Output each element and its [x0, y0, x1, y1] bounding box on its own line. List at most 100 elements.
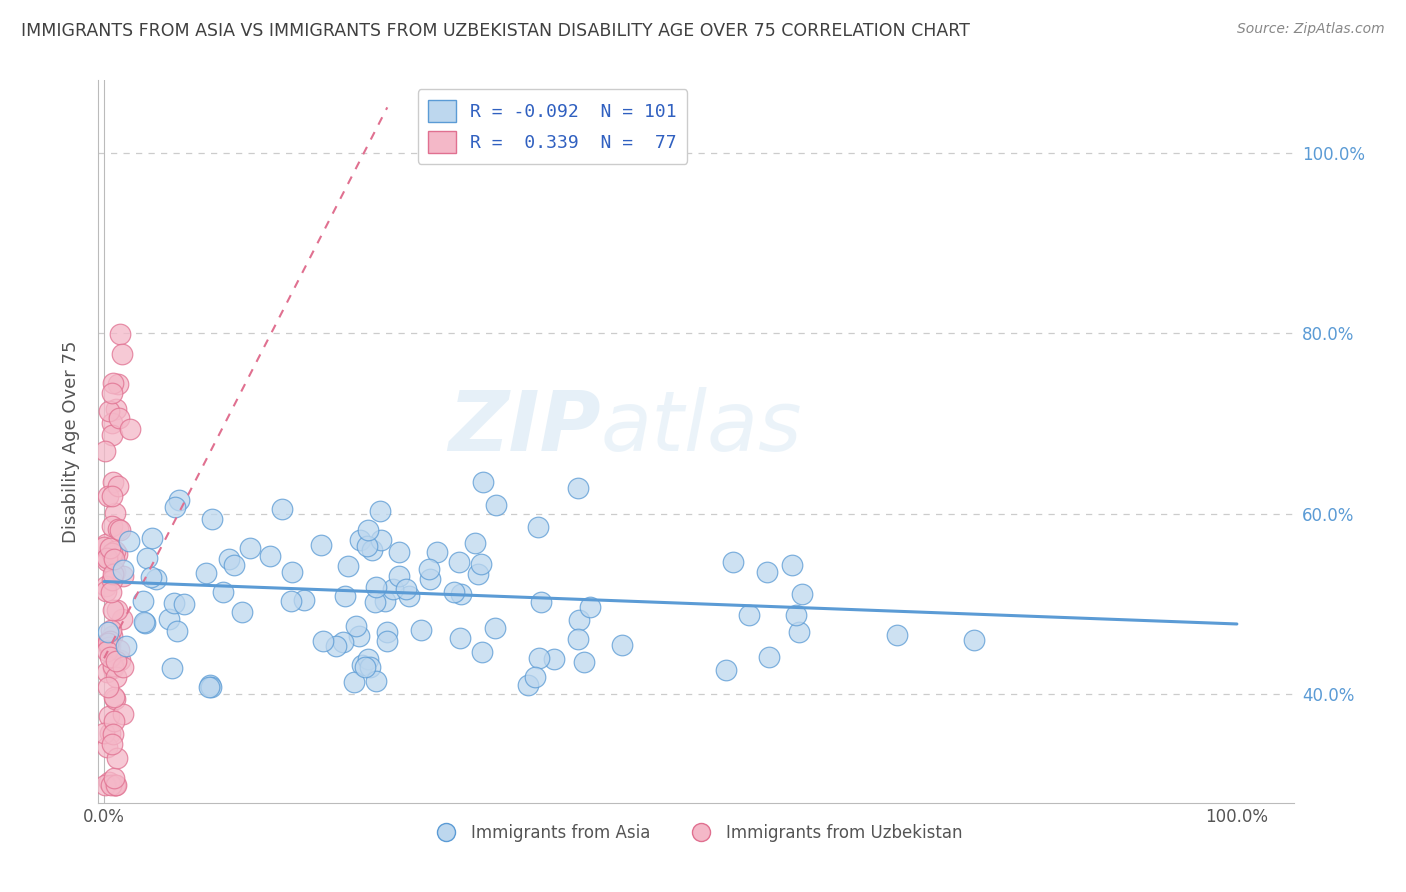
Legend: Immigrants from Asia, Immigrants from Uzbekistan: Immigrants from Asia, Immigrants from Uz… — [423, 817, 969, 848]
Point — [108, 411, 131, 425]
Point — [292, 593, 315, 607]
Point — [395, 582, 418, 597]
Point — [344, 619, 367, 633]
Point — [160, 660, 183, 674]
Point — [101, 628, 124, 642]
Point — [96, 554, 118, 568]
Point — [98, 541, 121, 555]
Point — [347, 629, 370, 643]
Point — [568, 613, 591, 627]
Point — [737, 608, 759, 623]
Point — [714, 663, 737, 677]
Point — [98, 634, 121, 648]
Point — [132, 594, 155, 608]
Point — [97, 635, 120, 649]
Point — [94, 778, 117, 792]
Point — [105, 751, 128, 765]
Point — [101, 661, 124, 675]
Point — [115, 639, 138, 653]
Point — [96, 665, 118, 680]
Point — [98, 404, 121, 418]
Point — [134, 615, 156, 630]
Point — [104, 654, 127, 668]
Point — [443, 585, 465, 599]
Point — [343, 674, 366, 689]
Point — [359, 660, 381, 674]
Point — [108, 326, 131, 341]
Point — [350, 657, 373, 672]
Point — [419, 572, 441, 586]
Point — [98, 640, 121, 654]
Point — [357, 652, 380, 666]
Point — [470, 557, 492, 571]
Point — [517, 677, 540, 691]
Point — [374, 594, 396, 608]
Point — [364, 673, 387, 688]
Point — [105, 670, 128, 684]
Point — [368, 504, 391, 518]
Point — [101, 489, 124, 503]
Point — [222, 558, 245, 572]
Point — [375, 634, 398, 648]
Point — [101, 566, 124, 581]
Point — [312, 633, 335, 648]
Point — [101, 658, 124, 673]
Point — [101, 518, 124, 533]
Point — [105, 603, 128, 617]
Point — [107, 479, 129, 493]
Point — [398, 589, 420, 603]
Point — [471, 475, 494, 490]
Point — [104, 691, 127, 706]
Point — [112, 563, 135, 577]
Point — [157, 612, 180, 626]
Point — [97, 489, 120, 503]
Point — [332, 635, 354, 649]
Point — [464, 536, 486, 550]
Point — [370, 533, 392, 548]
Point — [785, 608, 807, 623]
Point — [103, 564, 125, 578]
Point — [100, 737, 122, 751]
Point — [364, 595, 387, 609]
Point — [271, 501, 294, 516]
Point — [107, 377, 129, 392]
Point — [450, 586, 472, 600]
Y-axis label: Disability Age Over 75: Disability Age Over 75 — [62, 340, 80, 543]
Point — [104, 401, 127, 416]
Point — [97, 775, 120, 789]
Point — [449, 555, 471, 569]
Point — [100, 585, 122, 599]
Point — [96, 681, 118, 695]
Point — [354, 660, 377, 674]
Point — [93, 726, 115, 740]
Point — [104, 566, 127, 580]
Point — [418, 562, 440, 576]
Point — [484, 621, 506, 635]
Point — [104, 506, 127, 520]
Point — [97, 640, 120, 654]
Point — [163, 596, 186, 610]
Point — [96, 583, 118, 598]
Text: IMMIGRANTS FROM ASIA VS IMMIGRANTS FROM UZBEKISTAN DISABILITY AGE OVER 75 CORREL: IMMIGRANTS FROM ASIA VS IMMIGRANTS FROM … — [21, 22, 970, 40]
Point — [572, 655, 595, 669]
Point — [105, 547, 128, 561]
Point — [721, 556, 744, 570]
Point — [107, 522, 129, 536]
Point — [96, 550, 118, 565]
Point — [96, 551, 118, 566]
Point — [118, 422, 141, 436]
Point — [103, 727, 125, 741]
Point — [485, 498, 508, 512]
Point — [787, 625, 810, 640]
Point — [366, 580, 388, 594]
Point — [118, 534, 141, 549]
Point — [325, 639, 347, 653]
Point — [218, 551, 240, 566]
Point — [108, 524, 131, 538]
Point — [259, 549, 281, 563]
Point — [96, 739, 118, 754]
Point — [166, 624, 188, 638]
Point — [356, 523, 378, 537]
Point — [198, 681, 221, 695]
Point — [471, 645, 494, 659]
